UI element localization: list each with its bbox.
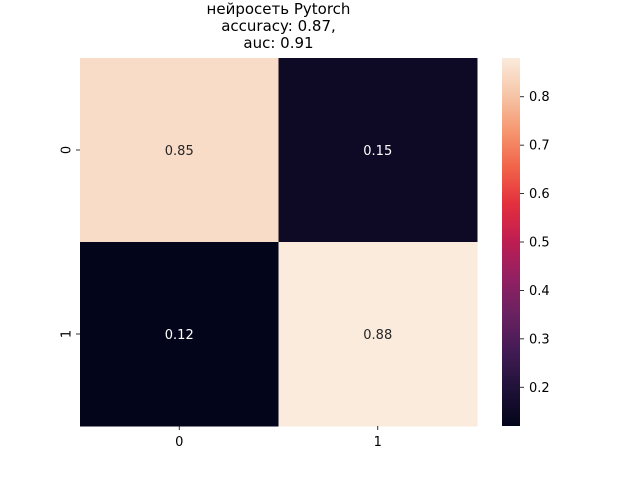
colorbar-tick-label-3: 0.5 [529, 236, 550, 251]
cell-label-1-0: 0.12 [165, 328, 194, 343]
chart-title-line-0: нейросеть Pytorch [207, 0, 351, 18]
colorbar-tick-label-4: 0.6 [529, 187, 550, 202]
heatmap-cells [80, 58, 478, 427]
cell-label-0-1: 0.15 [363, 144, 392, 159]
colorbar-tick-label-5: 0.7 [529, 139, 550, 154]
heatmap-cell-0-1 [278, 58, 478, 243]
y-axis: 01 [60, 146, 80, 338]
colorbar: 0.2 0.3 0.4 0.5 0.6 0.7 0.8 [502, 58, 550, 426]
heatmap-cell-0-0 [80, 58, 279, 243]
heatmap-cell-1-0 [80, 242, 279, 427]
x-tick-label-0: 0 [175, 435, 183, 450]
colorbar-tick-label-1: 0.3 [529, 332, 550, 347]
y-tick-label-1: 1 [60, 330, 75, 338]
heatmap-cell-1-1 [278, 242, 478, 427]
cell-label-0-0: 0.85 [165, 144, 194, 159]
colorbar-tick-label-0: 0.2 [529, 381, 550, 396]
chart-title-line-2: auc: 0.91 [243, 34, 313, 52]
y-tick-label-0: 0 [60, 146, 75, 154]
x-tick-label-1: 1 [374, 435, 382, 450]
heatmap-cell-labels: 0.85 0.15 0.12 0.88 [165, 144, 392, 343]
colorbar-gradient-bar [502, 58, 520, 426]
chart-title-line-1: accuracy: 0.87, [221, 17, 336, 35]
colorbar-tick-label-2: 0.4 [529, 284, 550, 299]
colorbar-tick-label-6: 0.8 [529, 90, 550, 105]
cell-label-1-1: 0.88 [363, 328, 392, 343]
